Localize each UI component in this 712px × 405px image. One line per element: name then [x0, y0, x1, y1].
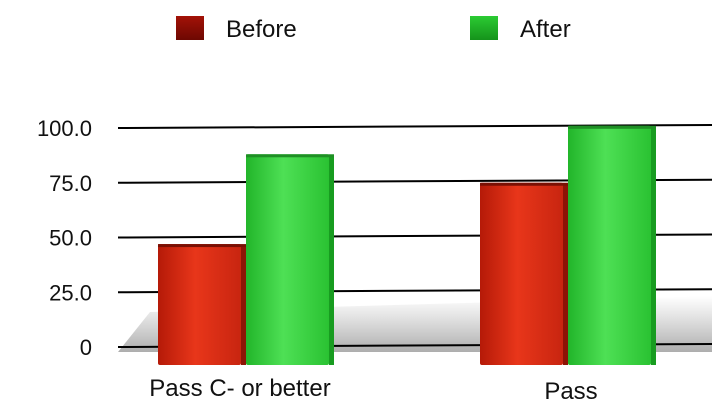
bar-side-before-1 [563, 183, 568, 365]
bar-before-1 [480, 182, 563, 365]
y-tick-label-2: 50.0 [49, 226, 92, 251]
legend-swatch-after [470, 16, 498, 40]
bar-side-after-1 [651, 126, 656, 365]
y-axis-tick-labels: 0 25.0 50.0 75.0 100.0 [37, 116, 92, 360]
y-tick-label-0: 0 [80, 335, 92, 360]
category-label-1: Pass [544, 378, 597, 405]
legend-item-after: After [470, 16, 571, 43]
legend: Before After [176, 16, 571, 43]
gridline-4 [117, 124, 712, 129]
legend-label-after: After [520, 16, 571, 43]
bars [158, 125, 656, 365]
legend-item-before: Before [176, 16, 297, 43]
y-tick-label-1: 25.0 [49, 280, 92, 305]
bar-top-before-0 [158, 244, 246, 248]
y-tick-label-4: 100.0 [37, 116, 92, 141]
bar-side-after-0 [329, 155, 334, 365]
bar-after-0 [246, 154, 329, 365]
bar-top-before-1 [480, 182, 568, 186]
category-label-0: Pass C- or better [149, 375, 330, 402]
y-tick-label-3: 75.0 [49, 171, 92, 196]
bar-after-1 [568, 125, 651, 365]
bar-top-after-1 [568, 125, 656, 129]
legend-label-before: Before [226, 16, 297, 43]
bar-before-0 [158, 244, 241, 365]
bar-side-before-0 [241, 245, 246, 365]
legend-swatch-before [176, 16, 204, 40]
bar-top-after-0 [246, 154, 334, 158]
